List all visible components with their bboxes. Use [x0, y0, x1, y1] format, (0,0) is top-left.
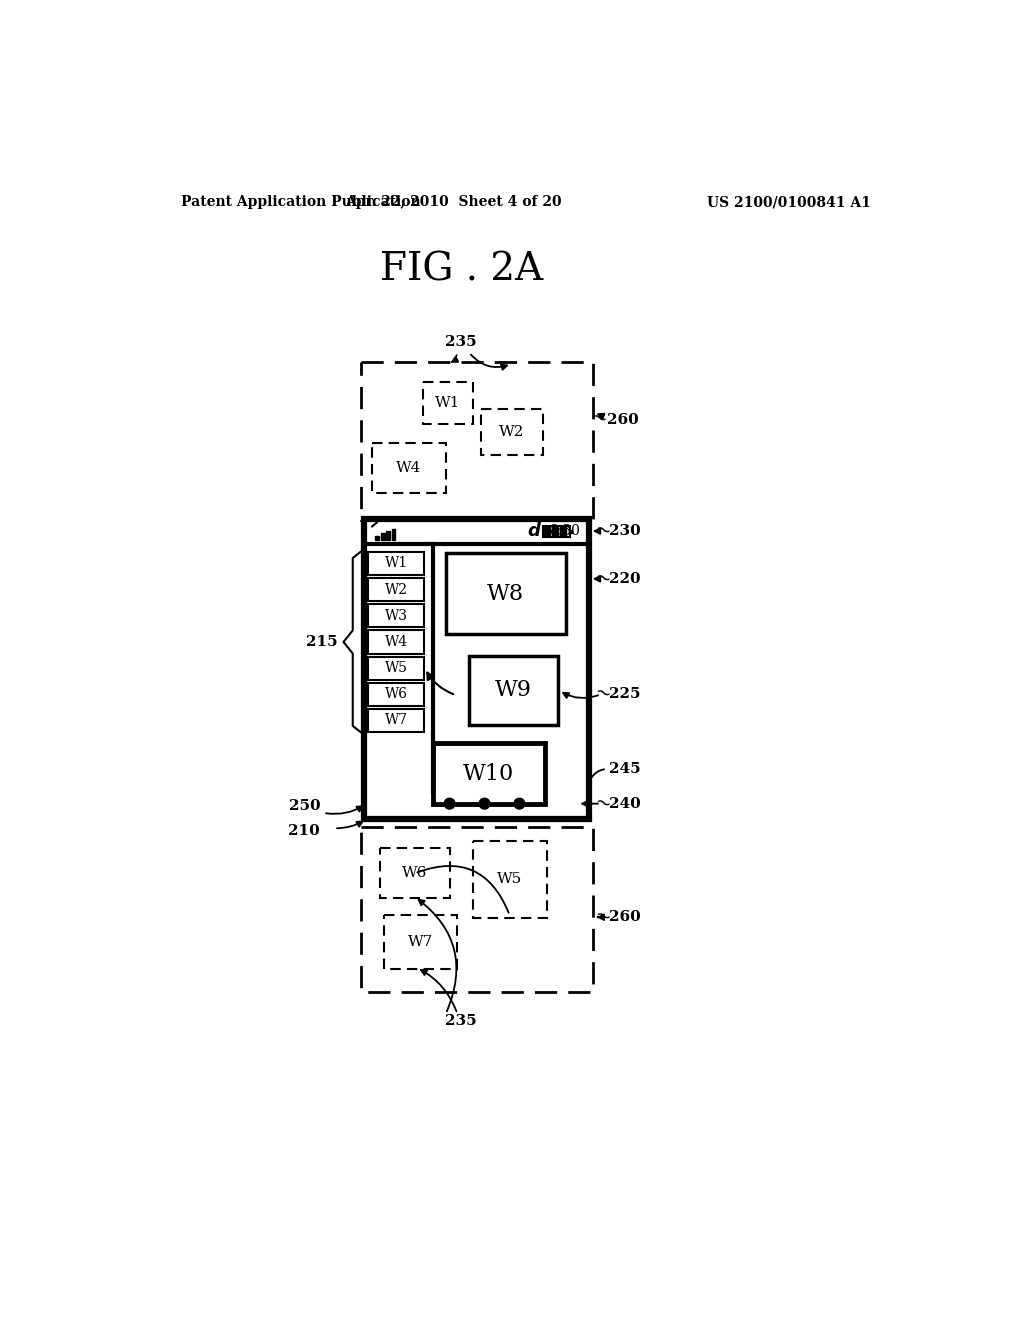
Bar	[391, 529, 395, 540]
Bar	[369, 682, 424, 706]
Bar	[469, 656, 558, 725]
Bar	[375, 536, 379, 540]
Text: ~: ~	[592, 906, 614, 929]
Text: W3: W3	[385, 609, 408, 623]
Bar	[386, 531, 390, 540]
Text: 240: 240	[608, 797, 640, 810]
Text: ~: ~	[592, 792, 614, 816]
Text: W2: W2	[499, 425, 524, 438]
Bar	[380, 849, 450, 899]
Text: 260: 260	[607, 413, 639, 428]
Text: Patent Application Publication: Patent Application Publication	[180, 195, 420, 210]
Circle shape	[444, 799, 455, 809]
Text: ~: ~	[588, 407, 609, 430]
Bar	[560, 527, 566, 536]
Circle shape	[514, 799, 524, 809]
Text: d: d	[527, 521, 540, 540]
Text: 230: 230	[608, 524, 640, 539]
Text: FIG . 2A: FIG . 2A	[380, 252, 543, 289]
Text: W5: W5	[497, 873, 522, 886]
Bar	[480, 409, 543, 455]
Bar	[552, 527, 558, 536]
Bar	[369, 656, 424, 680]
Text: W6: W6	[385, 688, 408, 701]
Bar	[384, 915, 458, 969]
Text: 225: 225	[608, 688, 640, 701]
Text: W7: W7	[408, 936, 433, 949]
Text: 220: 220	[608, 572, 640, 586]
Bar	[369, 578, 424, 601]
Text: ~: ~	[592, 519, 614, 543]
Text: W4: W4	[385, 635, 408, 649]
Bar	[360, 363, 593, 520]
Text: W4: W4	[396, 461, 422, 475]
Bar	[369, 631, 424, 653]
Bar	[432, 743, 545, 804]
Bar	[543, 525, 569, 537]
Text: 250: 250	[289, 799, 321, 813]
Text: ~: ~	[592, 682, 614, 706]
Text: 235: 235	[445, 335, 477, 350]
Bar	[372, 444, 445, 494]
Text: W7: W7	[385, 714, 408, 727]
Text: 245: 245	[608, 762, 640, 776]
Bar	[360, 826, 593, 993]
Text: W2: W2	[385, 582, 408, 597]
Text: W5: W5	[385, 661, 408, 675]
Text: W6: W6	[402, 866, 427, 880]
Text: W10: W10	[463, 763, 514, 784]
Bar	[423, 381, 473, 424]
Text: US 2100/0100841 A1: US 2100/0100841 A1	[707, 195, 870, 210]
Bar	[473, 841, 547, 917]
Text: W1: W1	[435, 396, 461, 411]
Bar	[569, 529, 572, 533]
Bar	[369, 605, 424, 627]
Bar	[445, 553, 566, 635]
Bar	[365, 519, 589, 818]
Text: W1: W1	[385, 557, 408, 570]
Bar	[369, 709, 424, 733]
Text: Apr. 22, 2010  Sheet 4 of 20: Apr. 22, 2010 Sheet 4 of 20	[345, 195, 562, 210]
Text: 235: 235	[445, 1014, 477, 1028]
Bar	[381, 533, 385, 540]
Text: 215: 215	[305, 635, 337, 649]
Bar	[369, 552, 424, 576]
Text: W9: W9	[495, 680, 532, 701]
Text: W8: W8	[487, 583, 524, 605]
Circle shape	[479, 799, 489, 809]
Text: 210: 210	[289, 824, 321, 838]
Text: ~: ~	[592, 568, 614, 590]
Text: 8:30: 8:30	[549, 524, 580, 539]
Bar	[544, 527, 550, 536]
Text: 260: 260	[608, 911, 640, 924]
